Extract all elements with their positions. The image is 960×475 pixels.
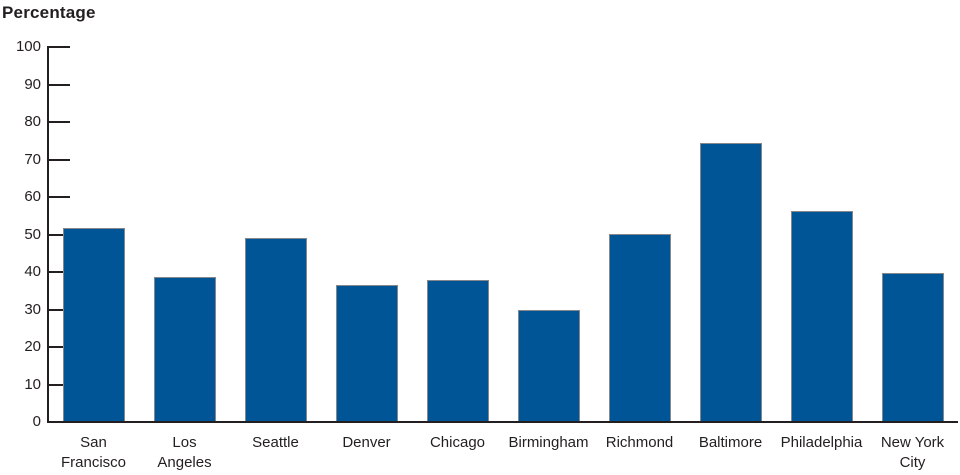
x-label-los-angeles: Los Angeles <box>157 434 212 471</box>
bar-los-angeles <box>153 276 216 422</box>
y-axis-title: Percentage <box>2 3 96 22</box>
y-tick-30 <box>48 308 70 311</box>
bar-philadelphia <box>790 211 853 422</box>
y-axis-line <box>47 46 49 423</box>
x-label-chicago: Chicago <box>429 434 486 451</box>
y-tick-60 <box>48 196 70 198</box>
bar-chicago <box>426 280 489 422</box>
bar-richmond <box>608 234 671 422</box>
bar-new-york-city <box>881 272 944 422</box>
y-tick-10 <box>48 383 70 386</box>
y-tick-40 <box>48 271 70 273</box>
x-axis-line <box>47 421 958 423</box>
y-tick-label-70: 70 <box>24 150 41 168</box>
y-tick-20 <box>48 346 70 348</box>
y-tick-100 <box>48 46 70 48</box>
y-tick-50 <box>48 233 70 236</box>
y-tick-70 <box>48 158 70 161</box>
y-tick-label-60: 60 <box>24 188 41 205</box>
x-label-birmingham: Birmingham <box>508 434 589 451</box>
x-label-seattle: Seattle <box>252 434 299 451</box>
y-tick-label-40: 40 <box>24 263 41 280</box>
y-tick-label-0: 0 <box>32 413 41 430</box>
x-label-san-francisco: San Francisco <box>60 434 127 471</box>
bar-seattle <box>244 237 307 422</box>
x-label-new-york-city: New York City <box>880 434 945 471</box>
bar-birmingham <box>517 309 580 422</box>
y-tick-label-90: 90 <box>24 75 41 93</box>
x-label-philadelphia: Philadelphia <box>780 434 863 451</box>
x-label-richmond: Richmond <box>605 434 674 451</box>
bar-baltimore <box>699 143 762 422</box>
y-tick-label-20: 20 <box>24 338 41 355</box>
y-tick-90 <box>48 83 70 86</box>
y-tick-label-100: 100 <box>15 38 41 55</box>
y-tick-label-30: 30 <box>24 300 41 318</box>
y-tick-label-50: 50 <box>24 225 41 243</box>
x-label-baltimore: Baltimore <box>698 434 763 451</box>
bar-san-francisco <box>62 227 125 422</box>
y-tick-label-80: 80 <box>24 113 41 130</box>
y-tick-80 <box>48 121 70 123</box>
x-label-denver: Denver <box>342 434 391 451</box>
bar-denver <box>335 285 398 422</box>
y-tick-label-10: 10 <box>24 375 41 393</box>
